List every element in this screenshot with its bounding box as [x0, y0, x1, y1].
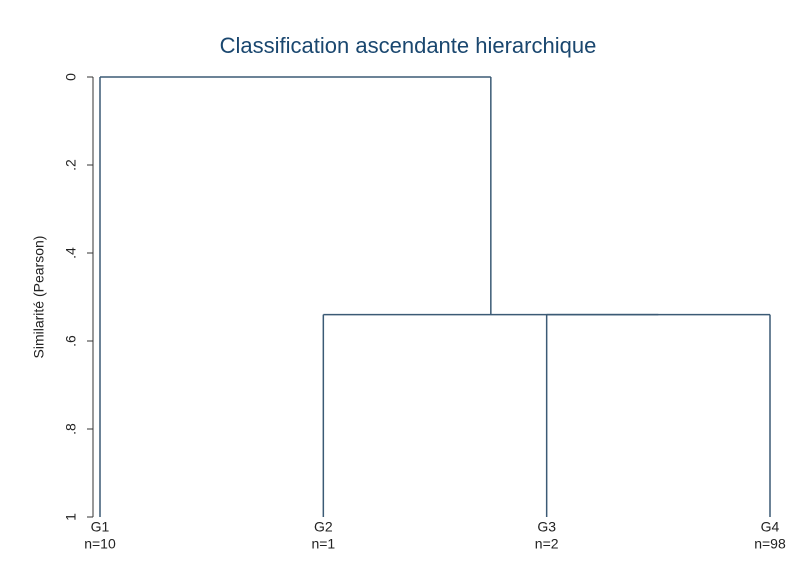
leaf-label: G2	[314, 519, 333, 535]
y-tick-label: .8	[63, 423, 79, 435]
leaf-sublabel: n=98	[754, 536, 786, 552]
y-tick-label: 1	[63, 513, 79, 521]
leaf-label: G4	[761, 519, 780, 535]
y-axis-label: Similarité (Pearson)	[31, 236, 47, 359]
leaf-label: G1	[91, 519, 110, 535]
y-tick-label: .4	[63, 247, 79, 259]
leaf-sublabel: n=2	[535, 536, 559, 552]
y-tick-label: .6	[63, 335, 79, 347]
leaf-sublabel: n=1	[311, 536, 335, 552]
y-tick-label: .2	[63, 159, 79, 171]
chart-title: Classification ascendante hierarchique	[220, 33, 597, 58]
leaf-sublabel: n=10	[84, 536, 116, 552]
y-tick-label: 0	[63, 73, 79, 81]
leaf-label: G3	[537, 519, 556, 535]
